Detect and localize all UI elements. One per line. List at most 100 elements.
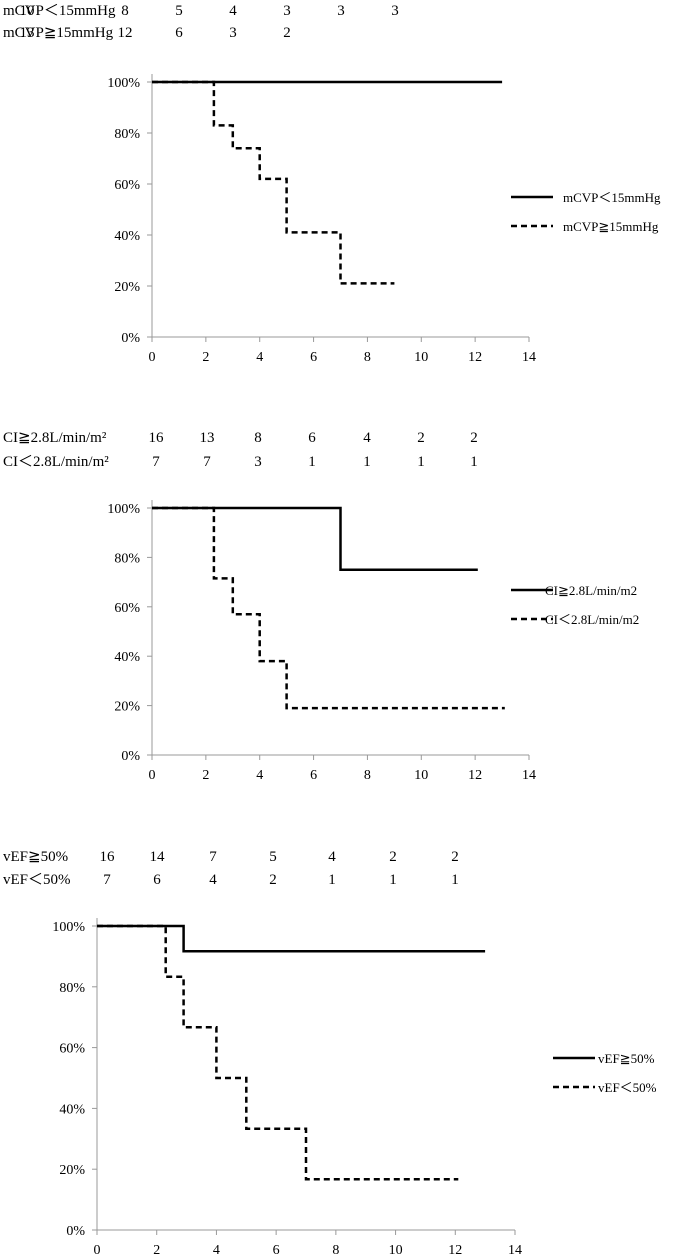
risk-count: 3 (283, 3, 291, 19)
y-tick-label: 60% (114, 178, 140, 193)
x-tick-label: 14 (508, 1243, 522, 1258)
risk-count: 2 (451, 849, 459, 865)
risk-count: 5 (269, 849, 277, 865)
y-tick-label: 0% (66, 1224, 85, 1239)
risk-row: CI≧2.8L/min/m² 16 13 8 6 4 2 2 (0, 427, 676, 449)
legend-label: CI＜2.8L/min/m2 (545, 612, 639, 627)
y-tick-label: 40% (59, 1102, 85, 1117)
risk-count: 3 (254, 454, 262, 470)
legend-label: mCVP≧15mmHg (563, 219, 659, 234)
risk-count: 2 (417, 430, 425, 446)
risk-row-label: mCVP≧15mmHg (3, 25, 114, 41)
x-tick-label: 4 (256, 768, 263, 783)
risk-count: 16 (99, 849, 115, 865)
risk-count: 4 (209, 872, 217, 888)
km-curve-dashed (97, 924, 459, 1181)
y-tick-label: 40% (114, 650, 140, 665)
y-tick-label: 80% (114, 127, 140, 142)
y-tick-label: 100% (107, 502, 140, 517)
risk-count: 12 (117, 25, 133, 41)
x-tick-label: 6 (310, 350, 317, 365)
km-chart: 0% 20% 40% 60% 80% 100% 0 2 4 6 8 10 12 14 CI≧2.8L/min… (107, 500, 639, 783)
legend-label: CI≧2.8L/min/m2 (545, 583, 637, 598)
x-tick-label: 10 (389, 1243, 403, 1258)
y-tick-label: 100% (107, 76, 140, 91)
risk-count: 1 (470, 454, 478, 470)
y-tick-label: 40% (114, 229, 140, 244)
km-curve-solid (152, 506, 478, 572)
risk-count: 3 (229, 25, 237, 41)
risk-count: 3 (337, 3, 345, 19)
x-tick-label: 0 (94, 1243, 101, 1258)
y-tick-label: 20% (114, 700, 140, 715)
risk-count: 1 (328, 872, 336, 888)
y-tick-label: 0% (121, 331, 140, 346)
risk-count: 10 (19, 3, 35, 19)
risk-count: 1 (389, 872, 397, 888)
risk-count: 13 (19, 25, 35, 41)
risk-count: 7 (209, 849, 217, 865)
x-tick-label: 4 (256, 350, 263, 365)
risk-count: 7 (152, 454, 160, 470)
risk-row: mCVP≧15mmHg 13 12 6 3 2 (0, 22, 676, 44)
x-tick-label: 12 (468, 768, 482, 783)
risk-count: 6 (153, 872, 161, 888)
risk-count: 6 (175, 25, 183, 41)
risk-count: 2 (283, 25, 291, 41)
y-tick-label: 60% (59, 1042, 85, 1057)
risk-count: 2 (470, 430, 478, 446)
y-tick-label: 100% (52, 920, 85, 935)
risk-count: 7 (203, 454, 211, 470)
km-panel-mcvp: mCVP＜15mmHg 10 8 5 4 3 3 3 mCVP≧15mmHg 13 12 6 3 2 0% 2… (0, 0, 676, 380)
risk-count: 1 (363, 454, 371, 470)
risk-count: 13 (199, 430, 215, 446)
y-tick-label: 0% (121, 749, 140, 764)
x-tick-label: 2 (202, 350, 209, 365)
x-tick-label: 10 (414, 768, 428, 783)
y-tick-label: 80% (59, 981, 85, 996)
x-tick-label: 12 (448, 1243, 462, 1258)
risk-count: 4 (328, 849, 336, 865)
risk-row-label: CI≧2.8L/min/m² (3, 430, 107, 446)
y-tick-label: 20% (114, 280, 140, 295)
risk-count: 4 (363, 430, 371, 446)
x-tick-label: 4 (213, 1243, 220, 1258)
risk-row: CI＜2.8L/min/m² 7 7 3 1 1 1 1 (0, 451, 676, 473)
x-tick-label: 14 (522, 768, 536, 783)
risk-count: 1 (451, 872, 459, 888)
km-chart: 0% 20% 40% 60% 80% 100% 0 2 4 6 8 10 12 14 vEF≧50% vEF＜… (52, 918, 657, 1258)
risk-row-label: CI＜2.8L/min/m² (3, 454, 109, 470)
x-tick-label: 2 (202, 768, 209, 783)
y-tick-label: 20% (59, 1163, 85, 1178)
risk-row: vEF≧50% 16 14 7 5 4 2 2 (0, 846, 676, 868)
x-tick-label: 6 (310, 768, 317, 783)
x-tick-label: 14 (522, 350, 536, 365)
legend-label: mCVP＜15mmHg (563, 190, 661, 205)
risk-count: 8 (254, 430, 262, 446)
x-tick-label: 2 (153, 1243, 160, 1258)
risk-count: 1 (308, 454, 316, 470)
km-curve-solid (97, 924, 486, 953)
x-tick-label: 0 (149, 350, 156, 365)
risk-count: 7 (103, 872, 111, 888)
risk-count: 5 (175, 3, 183, 19)
km-curve-dashed (152, 80, 395, 285)
risk-count: 14 (149, 849, 165, 865)
risk-count: 8 (121, 3, 129, 19)
x-tick-label: 8 (364, 768, 371, 783)
km-panel-vef: vEF≧50% 16 14 7 5 4 2 2 vEF＜50% 7 6 4 2 1 1 1 0% 20% 40% 60… (0, 840, 676, 1258)
x-tick-label: 10 (414, 350, 428, 365)
risk-count: 2 (269, 872, 277, 888)
x-tick-label: 0 (149, 768, 156, 783)
legend-label: vEF≧50% (598, 1051, 655, 1066)
risk-row-label: vEF≧50% (3, 849, 69, 865)
risk-count: 16 (148, 430, 164, 446)
km-panel-ci: CI≧2.8L/min/m² 16 13 8 6 4 2 2 CI＜2.8L/min/m² 7 7 3… (0, 420, 676, 800)
risk-count: 1 (417, 454, 425, 470)
legend-label: vEF＜50% (598, 1080, 657, 1095)
y-tick-label: 60% (114, 601, 140, 616)
risk-row: vEF＜50% 7 6 4 2 1 1 1 (0, 869, 676, 891)
risk-row-label: vEF＜50% (3, 872, 71, 888)
km-chart: 0% 20% 40% 60% 80% 100% 0 2 4 6 8 10 12 14 mCVP＜15mmHg… (107, 74, 661, 365)
km-curve-dashed (152, 506, 505, 710)
